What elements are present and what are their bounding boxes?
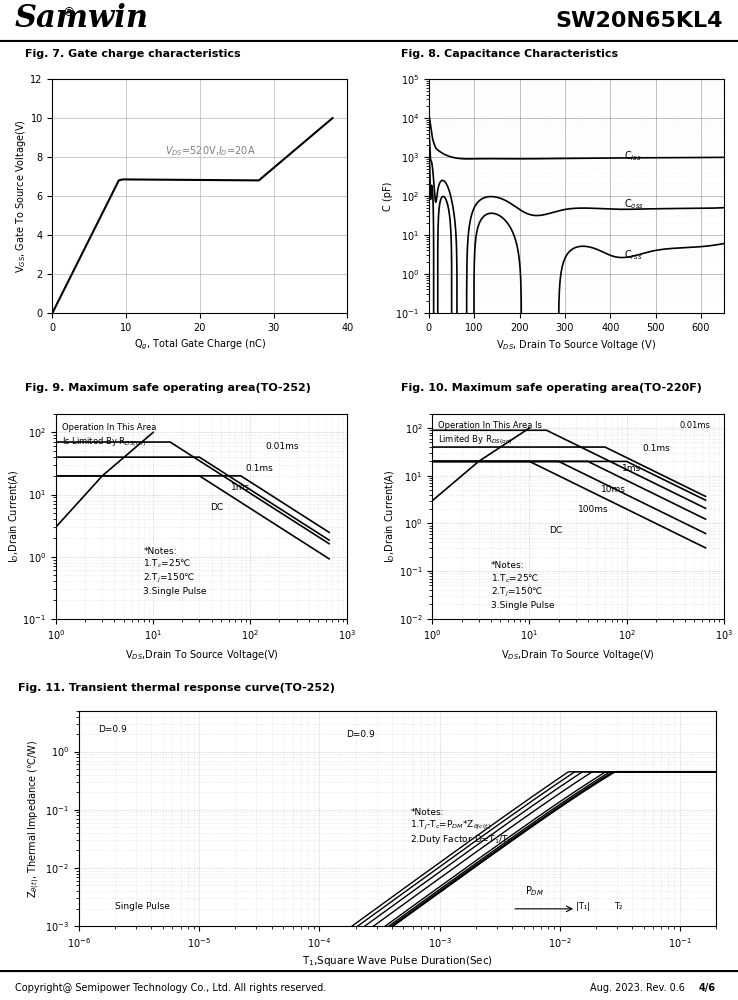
Text: 4/6: 4/6: [699, 983, 716, 993]
Text: D=0.9: D=0.9: [347, 730, 376, 739]
Text: DC: DC: [210, 503, 224, 512]
Text: Fig. 10. Maximum safe operating area(TO-220F): Fig. 10. Maximum safe operating area(TO-…: [401, 383, 702, 393]
X-axis label: V$_{DS}$,Drain To Source Voltage(V): V$_{DS}$,Drain To Source Voltage(V): [125, 648, 278, 662]
Text: SW20N65KL4: SW20N65KL4: [556, 11, 723, 31]
Text: C$_{iss}$: C$_{iss}$: [624, 149, 641, 163]
Text: D=0.9: D=0.9: [98, 725, 127, 734]
Text: 10ms: 10ms: [601, 485, 626, 494]
Y-axis label: Z$_{θ(t)}$, Thermal Impedance (℃/W): Z$_{θ(t)}$, Thermal Impedance (℃/W): [27, 739, 43, 898]
Text: Fig. 8. Capacitance Characteristics: Fig. 8. Capacitance Characteristics: [401, 49, 618, 59]
Text: P$_{DM}$: P$_{DM}$: [525, 884, 544, 898]
Text: DC: DC: [549, 526, 562, 535]
Text: T₂: T₂: [614, 902, 622, 911]
Y-axis label: C (pF): C (pF): [382, 181, 393, 211]
Text: Samwin: Samwin: [15, 3, 149, 34]
Text: 1ms: 1ms: [231, 483, 250, 492]
Text: Operation In This Area: Operation In This Area: [62, 423, 156, 432]
Text: *Notes:
1.T$_c$=25℃
2.T$_j$=150℃
3.Single Pulse: *Notes: 1.T$_c$=25℃ 2.T$_j$=150℃ 3.Singl…: [491, 561, 554, 610]
Text: C$_{oss}$: C$_{oss}$: [624, 198, 644, 211]
Text: Single Pulse: Single Pulse: [115, 902, 170, 911]
Text: Limited By R$_{DS(on)}$: Limited By R$_{DS(on)}$: [438, 433, 513, 447]
Text: Fig. 11. Transient thermal response curve(TO-252): Fig. 11. Transient thermal response curv…: [18, 683, 336, 693]
Text: 0.01ms: 0.01ms: [266, 442, 299, 451]
Text: 0.01ms: 0.01ms: [680, 421, 711, 430]
Text: Is Limited By R$_{DS(on)}$: Is Limited By R$_{DS(on)}$: [62, 435, 146, 449]
Text: C$_{rss}$: C$_{rss}$: [624, 248, 643, 262]
X-axis label: V$_{DS}$, Drain To Source Voltage (V): V$_{DS}$, Drain To Source Voltage (V): [496, 338, 656, 352]
X-axis label: T$_1$,Square Wave Pulse Duration(Sec): T$_1$,Square Wave Pulse Duration(Sec): [302, 954, 493, 968]
Text: *Notes:
1.T$_j$-T$_c$=P$_{DM}$*Z$_{θjc(t)}$
2.Duty Factor D=T$_1$/T$_2$: *Notes: 1.T$_j$-T$_c$=P$_{DM}$*Z$_{θjc(t…: [410, 808, 513, 846]
Text: Operation In This Area Is: Operation In This Area Is: [438, 421, 542, 430]
Y-axis label: V$_{GS}$, Gate To Source Voltage(V): V$_{GS}$, Gate To Source Voltage(V): [13, 119, 27, 273]
Text: $V_{DS}$=520V,$I_D$=20A: $V_{DS}$=520V,$I_D$=20A: [165, 144, 255, 158]
Text: Copyright@ Semipower Technology Co., Ltd. All rights reserved.: Copyright@ Semipower Technology Co., Ltd…: [15, 983, 326, 993]
Text: 0.1ms: 0.1ms: [642, 444, 670, 453]
Text: 100ms: 100ms: [578, 505, 609, 514]
Text: Fig. 7. Gate charge characteristics: Fig. 7. Gate charge characteristics: [25, 49, 241, 59]
Text: Aug. 2023. Rev. 0.6: Aug. 2023. Rev. 0.6: [590, 983, 686, 993]
Text: *Notes:
1.T$_c$=25℃
2.T$_j$=150℃
3.Single Pulse: *Notes: 1.T$_c$=25℃ 2.T$_j$=150℃ 3.Singl…: [143, 547, 207, 596]
Text: ®: ®: [63, 6, 75, 19]
Text: 0.1ms: 0.1ms: [245, 464, 273, 473]
X-axis label: V$_{DS}$,Drain To Source Voltage(V): V$_{DS}$,Drain To Source Voltage(V): [501, 648, 655, 662]
Y-axis label: I$_D$,Drain Current(A): I$_D$,Drain Current(A): [384, 470, 397, 563]
Text: |T₁|: |T₁|: [576, 902, 590, 911]
X-axis label: Q$_{g}$, Total Gate Charge (nC): Q$_{g}$, Total Gate Charge (nC): [134, 338, 266, 352]
Text: Fig. 9. Maximum safe operating area(TO-252): Fig. 9. Maximum safe operating area(TO-2…: [25, 383, 311, 393]
Y-axis label: I$_D$,Drain Current(A): I$_D$,Drain Current(A): [7, 470, 21, 563]
Text: 1ms: 1ms: [621, 464, 641, 473]
